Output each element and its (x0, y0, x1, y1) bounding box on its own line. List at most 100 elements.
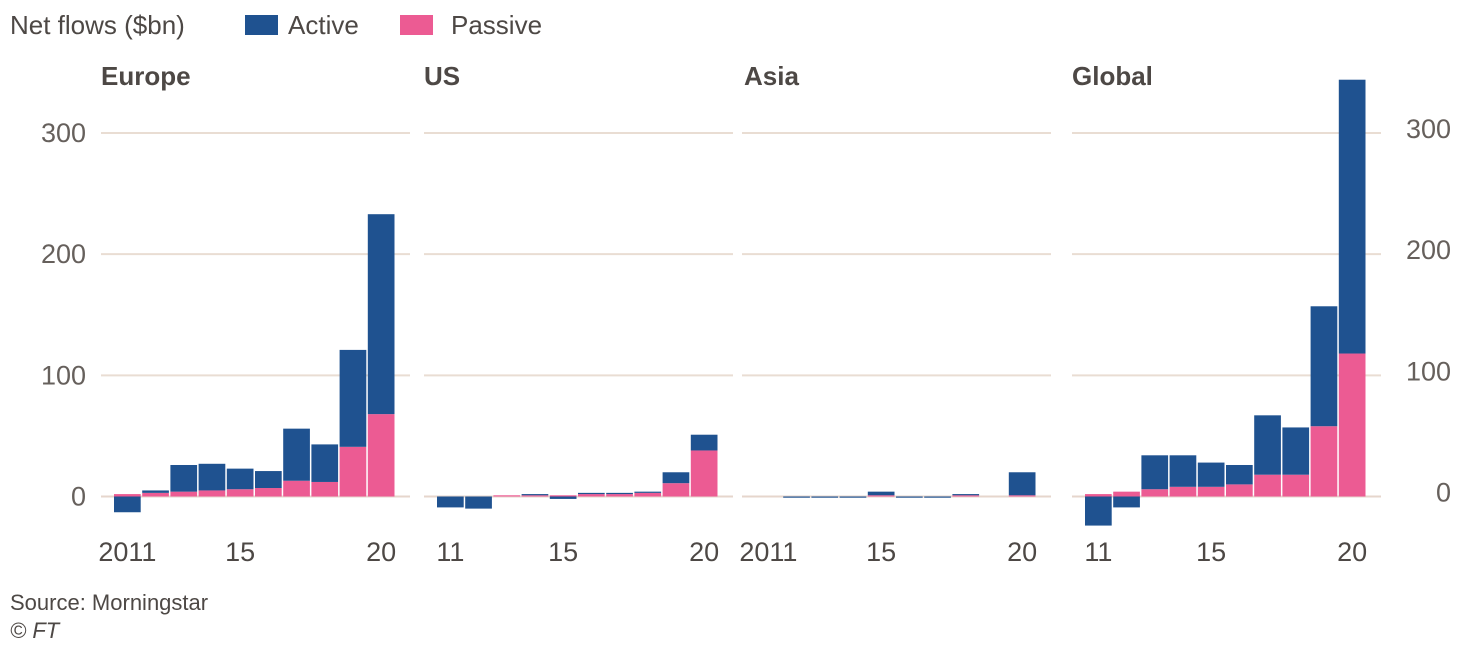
bar-active (896, 496, 923, 498)
bar-active (549, 496, 577, 499)
bar-passive (549, 495, 577, 497)
bar-active (1169, 455, 1197, 487)
bar-active (1008, 472, 1036, 496)
panel-title: Global (1072, 61, 1153, 91)
panel-title: Asia (744, 61, 799, 91)
bar-active (1085, 496, 1112, 526)
legend: Net flows ($bn) Active Passive (10, 10, 542, 40)
bar-active (114, 496, 141, 513)
bar-active (634, 491, 662, 493)
bar-passive (952, 495, 980, 497)
bar-active (1310, 306, 1338, 427)
bar-passive (578, 494, 605, 497)
bar-passive (1282, 474, 1310, 497)
bar-active (521, 494, 549, 496)
legend-title: Net flows ($bn) (10, 10, 185, 40)
bar-active (1254, 415, 1281, 475)
bar-active (1141, 455, 1169, 490)
bar-passive (606, 494, 633, 497)
bar-active (662, 472, 690, 484)
bar-active (952, 494, 980, 496)
bar-passive (367, 414, 395, 497)
bar-active (437, 496, 464, 508)
bar-passive (170, 491, 198, 497)
x-tick-label: 11 (1084, 537, 1112, 567)
panel-title: Europe (101, 61, 191, 91)
bar-passive (662, 483, 690, 497)
bar-active (578, 492, 605, 495)
bar-active (170, 464, 198, 492)
bar-active (1282, 427, 1310, 475)
x-tick-label: 2011 (98, 537, 156, 567)
panel-us: US 11 15 20 (424, 61, 733, 567)
x-tick-label: 15 (866, 537, 896, 567)
copyright-note: © FT (10, 618, 60, 643)
y-tick-label: 0 (71, 482, 86, 512)
bar-passive (198, 490, 226, 497)
bar-passive (339, 446, 367, 497)
bar-active (226, 468, 254, 490)
y-tick-label: 200 (41, 239, 86, 269)
bar-passive (634, 492, 662, 497)
bar-passive (1254, 474, 1281, 497)
x-tick-label: 20 (689, 537, 719, 567)
bar-passive (1338, 353, 1366, 497)
bar-active (839, 496, 867, 498)
bar-passive (1197, 486, 1225, 497)
bar-active (198, 463, 226, 491)
bar-passive (1310, 426, 1338, 497)
bar-passive (1226, 484, 1253, 497)
bar-passive (283, 480, 310, 497)
bar-active (1338, 79, 1366, 354)
bar-active (1226, 464, 1253, 485)
bar-passive (1141, 489, 1169, 497)
bar-passive (867, 495, 895, 497)
x-tick-label: 15 (225, 537, 255, 567)
bar-active (339, 349, 367, 447)
legend-label-active: Active (288, 10, 359, 40)
y-tick-label: 300 (1406, 114, 1451, 144)
legend-label-passive: Passive (451, 10, 542, 40)
bar-active (367, 214, 395, 415)
x-tick-label: 11 (436, 537, 464, 567)
source-note: Source: Morningstar (10, 590, 209, 615)
y-tick-label: 100 (1406, 356, 1451, 386)
bar-active (311, 444, 339, 482)
legend-swatch-passive (400, 15, 433, 35)
panel-title: US (424, 61, 460, 91)
bar-passive (311, 481, 339, 497)
bar-active (283, 428, 310, 481)
bar-passive (226, 489, 254, 497)
bar-active (811, 496, 839, 498)
x-tick-label: 15 (1196, 537, 1226, 567)
bar-active (606, 492, 633, 495)
y-tick-label: 0 (1436, 478, 1451, 508)
chart-svg: Net flows ($bn) Active Passive Europe201… (10, 10, 1451, 567)
bar-passive (1169, 486, 1197, 497)
bar-passive (1085, 494, 1112, 497)
bar-passive (690, 450, 718, 497)
legend-swatch-active (245, 15, 278, 35)
bar-passive (255, 488, 282, 497)
x-tick-label: 20 (366, 537, 396, 567)
x-tick-label: 20 (1007, 537, 1037, 567)
x-tick-label: 20 (1337, 537, 1367, 567)
x-tick-label: 2011 (739, 537, 797, 567)
bar-active (867, 491, 895, 496)
bar-active (1113, 496, 1140, 508)
bar-active (255, 471, 282, 489)
bar-passive (1008, 495, 1036, 497)
bar-passive (114, 494, 141, 497)
bar-active (924, 496, 951, 498)
bar-active (690, 434, 718, 451)
bar-passive (493, 495, 521, 497)
bar-passive (1113, 491, 1140, 497)
y-tick-label: 200 (1406, 235, 1451, 265)
bar-passive (142, 492, 169, 497)
y-tick-label: 100 (41, 360, 86, 390)
bar-passive (521, 495, 549, 497)
bar-active (1197, 462, 1225, 487)
